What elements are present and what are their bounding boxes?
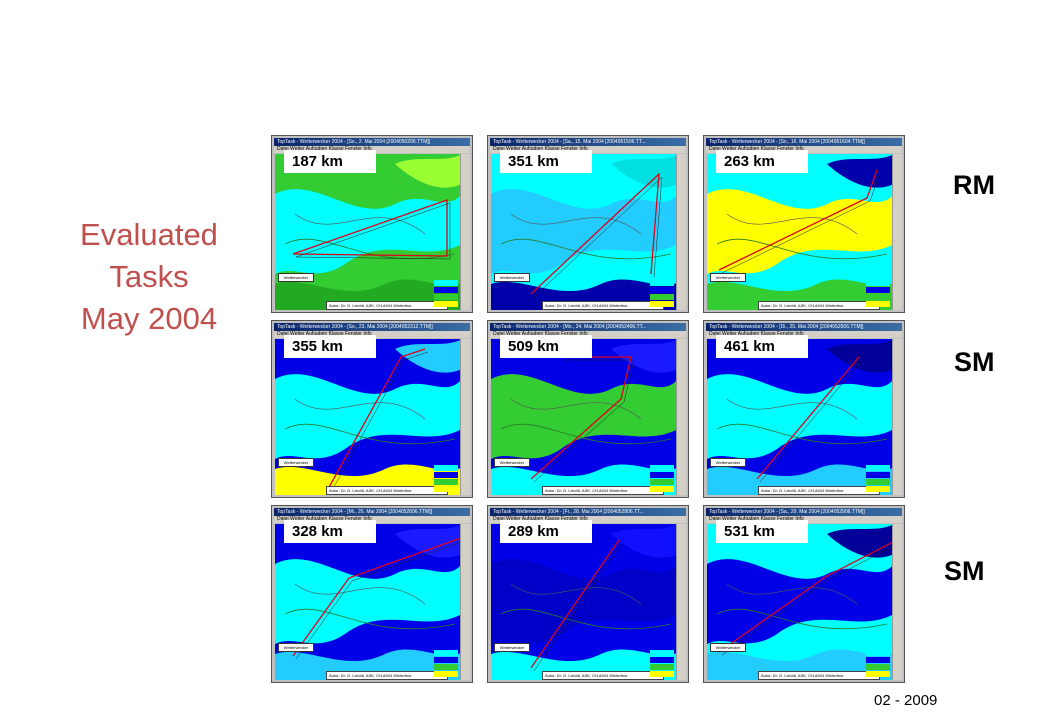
window-titlebar: TopTask - Wetterwecker 2004 - [So., 23. … — [274, 323, 470, 331]
window-menubar: Datei Wetter Aufgaben Klasse Fenster Inf… — [706, 146, 902, 153]
window-menubar: Datei Wetter Aufgaben Klasse Fenster Inf… — [490, 331, 686, 338]
slide-title: Evaluated Tasks May 2004 — [60, 214, 238, 340]
window-scrollbar[interactable] — [892, 524, 902, 680]
task-distance-label: 531 km — [716, 520, 808, 543]
map-legend — [434, 280, 458, 308]
window-scrollbar[interactable] — [460, 339, 470, 495]
author-footer: Autor: Dr. O. Liechti, ASK, CH-8404 Wint… — [758, 486, 880, 495]
author-footer: Autor: Dr. O. Liechti, ASK, CH-8404 Wint… — [326, 301, 448, 310]
window-menubar: Datei Wetter Aufgaben Klasse Fenster Inf… — [490, 516, 686, 523]
weather-map — [707, 339, 894, 495]
window-menubar: Datei Wetter Aufgaben Klasse Fenster Inf… — [274, 146, 470, 153]
window-menubar: Datei Wetter Aufgaben Klasse Fenster Inf… — [706, 516, 902, 523]
window-scrollbar[interactable] — [676, 339, 686, 495]
wetterwecker-stamp: Wetterwecker — [278, 273, 314, 282]
task-screenshot: TopTask - Wetterwecker 2004 - [So., 23. … — [271, 320, 473, 498]
author-footer: Autor: Dr. O. Liechti, ASK, CH-8404 Wint… — [758, 301, 880, 310]
title-line-2: Tasks — [109, 259, 189, 294]
row-label-sm-1: SM — [954, 347, 995, 377]
window-scrollbar[interactable] — [676, 154, 686, 310]
wetterwecker-stamp: Wetterwecker — [494, 458, 530, 467]
author-footer: Autor: Dr. O. Liechti, ASK, CH-8404 Wint… — [542, 486, 664, 495]
wetterwecker-stamp: Wetterwecker — [494, 643, 530, 652]
author-footer: Autor: Dr. O. Liechti, ASK, CH-8404 Wint… — [542, 671, 664, 680]
task-screenshot: TopTask - Wetterwecker 2004 - [Mo., 24. … — [487, 320, 689, 498]
task-screenshot: TopTask - Wetterwecker 2004 - [Sa., 15. … — [487, 135, 689, 313]
wetterwecker-stamp: Wetterwecker — [278, 643, 314, 652]
task-distance-label: 355 km — [284, 335, 376, 358]
map-legend — [650, 650, 674, 678]
task-screenshot: TopTask - Wetterwecker 2004 - [Fr., 28. … — [487, 505, 689, 683]
wetterwecker-stamp: Wetterwecker — [278, 458, 314, 467]
map-legend — [650, 465, 674, 493]
slide-footer-date: 02 - 2009 — [874, 692, 938, 709]
window-scrollbar[interactable] — [676, 524, 686, 680]
task-distance-label: 509 km — [500, 335, 592, 358]
window-titlebar: TopTask - Wetterwecker 2004 - [Mi., 26. … — [274, 508, 470, 516]
window-titlebar: TopTask - Wetterwecker 2004 - [So., 2. M… — [274, 138, 470, 146]
task-distance-label: 328 km — [284, 520, 376, 543]
window-menubar: Datei Wetter Aufgaben Klasse Fenster Inf… — [490, 146, 686, 153]
window-scrollbar[interactable] — [460, 524, 470, 680]
row-label-rm: RM — [953, 170, 995, 200]
wetterwecker-stamp: Wetterwecker — [710, 273, 746, 282]
map-legend — [866, 650, 890, 678]
weather-map — [491, 339, 678, 495]
task-distance-label: 187 km — [284, 150, 376, 173]
wetterwecker-stamp: Wetterwecker — [710, 458, 746, 467]
window-titlebar: TopTask - Wetterwecker 2004 - [Sa., 29. … — [706, 508, 902, 516]
window-titlebar: TopTask - Wetterwecker 2004 - [So., 16. … — [706, 138, 902, 146]
map-legend — [434, 465, 458, 493]
task-distance-label: 461 km — [716, 335, 808, 358]
window-titlebar: TopTask - Wetterwecker 2004 - [Fr., 28. … — [490, 508, 686, 516]
map-legend — [866, 280, 890, 308]
map-legend — [650, 280, 674, 308]
wetterwecker-stamp: Wetterwecker — [494, 273, 530, 282]
window-titlebar: TopTask - Wetterwecker 2004 - [Mo., 24. … — [490, 323, 686, 331]
task-screenshot: TopTask - Wetterwecker 2004 - [Di., 25. … — [703, 320, 905, 498]
author-footer: Autor: Dr. O. Liechti, ASK, CH-8404 Wint… — [758, 671, 880, 680]
window-titlebar: TopTask - Wetterwecker 2004 - [Di., 25. … — [706, 323, 902, 331]
weather-map — [275, 524, 462, 680]
title-line-3: May 2004 — [80, 301, 218, 336]
map-legend — [434, 650, 458, 678]
task-screenshot: TopTask - Wetterwecker 2004 - [So., 16. … — [703, 135, 905, 313]
window-menubar: Datei Wetter Aufgaben Klasse Fenster Inf… — [274, 516, 470, 523]
weather-map — [707, 524, 894, 680]
task-distance-label: 289 km — [500, 520, 592, 543]
window-titlebar: TopTask - Wetterwecker 2004 - [Sa., 15. … — [490, 138, 686, 146]
author-footer: Autor: Dr. O. Liechti, ASK, CH-8404 Wint… — [326, 671, 448, 680]
window-menubar: Datei Wetter Aufgaben Klasse Fenster Inf… — [706, 331, 902, 338]
task-screenshot: TopTask - Wetterwecker 2004 - [Mi., 26. … — [271, 505, 473, 683]
window-scrollbar[interactable] — [892, 154, 902, 310]
task-distance-label: 263 km — [716, 150, 808, 173]
window-scrollbar[interactable] — [460, 154, 470, 310]
title-line-1: Evaluated — [80, 217, 218, 252]
author-footer: Autor: Dr. O. Liechti, ASK, CH-8404 Wint… — [326, 486, 448, 495]
row-label-sm-2: SM — [944, 556, 985, 586]
map-legend — [866, 465, 890, 493]
task-distance-label: 351 km — [500, 150, 592, 173]
window-menubar: Datei Wetter Aufgaben Klasse Fenster Inf… — [274, 331, 470, 338]
author-footer: Autor: Dr. O. Liechti, ASK, CH-8404 Wint… — [542, 301, 664, 310]
window-scrollbar[interactable] — [892, 339, 902, 495]
task-screenshot: TopTask - Wetterwecker 2004 - [Sa., 29. … — [703, 505, 905, 683]
weather-map — [275, 154, 462, 310]
task-screenshot: TopTask - Wetterwecker 2004 - [So., 2. M… — [271, 135, 473, 313]
wetterwecker-stamp: Wetterwecker — [710, 643, 746, 652]
